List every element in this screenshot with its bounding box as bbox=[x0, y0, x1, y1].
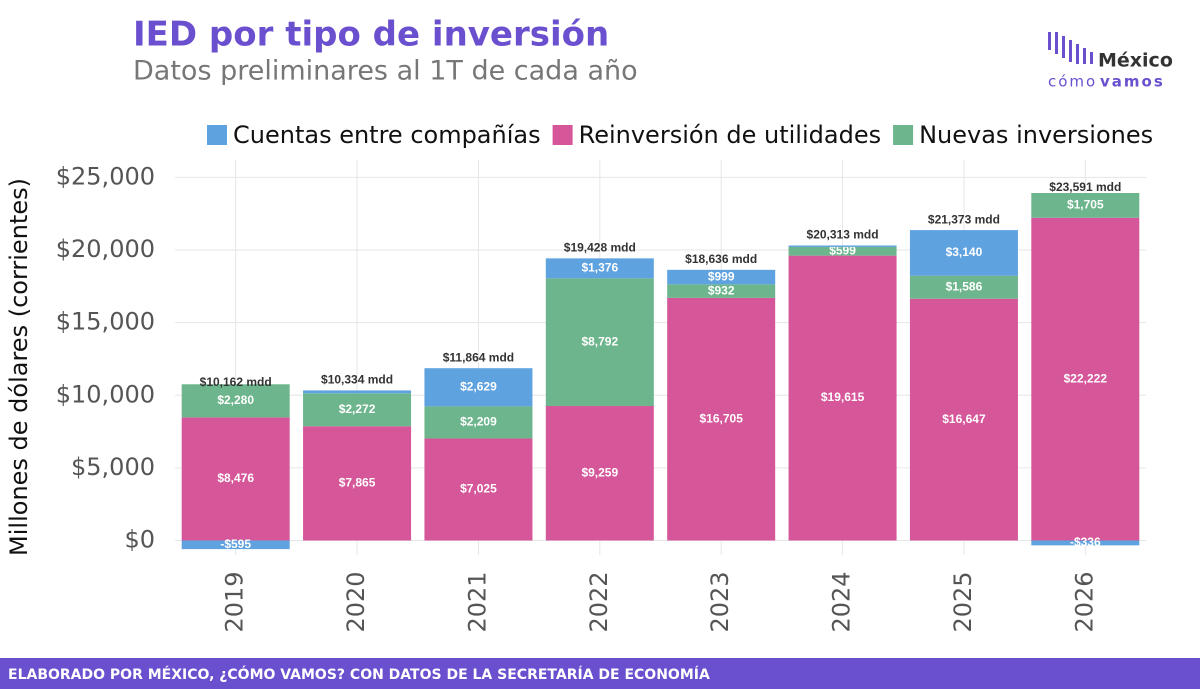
footer bbox=[0, 658, 1200, 689]
data-label: $999 bbox=[708, 269, 735, 283]
legend-label: Cuentas entre compañías bbox=[233, 121, 541, 149]
chart-subtitle: Datos preliminares al 1T de cada año bbox=[133, 56, 638, 87]
legend-swatch bbox=[893, 125, 914, 145]
data-label: $19,615 bbox=[821, 390, 865, 404]
bar-segment bbox=[788, 245, 897, 247]
bar-segment bbox=[1031, 217, 1140, 541]
x-tick-label: 2025 bbox=[949, 571, 977, 632]
data-label: $2,280 bbox=[217, 393, 254, 407]
data-label: $1,586 bbox=[946, 279, 983, 293]
data-label: $2,272 bbox=[339, 402, 376, 416]
y-tick-label: $10,000 bbox=[56, 380, 155, 408]
legend-label: Reinversión de utilidades bbox=[579, 121, 881, 149]
y-tick-label: $15,000 bbox=[56, 308, 155, 336]
logo-text: vamos bbox=[1100, 73, 1165, 91]
bar-segment bbox=[181, 417, 290, 541]
data-label: $9,259 bbox=[581, 465, 618, 479]
bar-segment bbox=[545, 406, 654, 541]
total-label: $23,591 mdd bbox=[1049, 180, 1121, 194]
legend-label: Nuevas inversiones bbox=[919, 121, 1153, 149]
x-tick-label: 2020 bbox=[342, 571, 370, 632]
x-tick-label: 2026 bbox=[1070, 571, 1098, 632]
logo-text: cómo bbox=[1048, 73, 1097, 91]
bar-segment bbox=[788, 246, 897, 256]
bar-segment bbox=[667, 297, 776, 541]
total-label: $21,373 mdd bbox=[928, 212, 1000, 226]
bar-segment bbox=[909, 298, 1018, 541]
data-label: $599 bbox=[829, 243, 856, 257]
y-tick-label: $5,000 bbox=[71, 453, 155, 481]
data-label: $2,209 bbox=[460, 415, 497, 429]
bar-segment bbox=[181, 384, 290, 418]
data-label: -$336 bbox=[1070, 535, 1101, 549]
y-tick-label: $0 bbox=[124, 525, 155, 553]
logo-text: México bbox=[1098, 50, 1173, 72]
bar-segment bbox=[303, 390, 412, 394]
total-label: $19,428 mdd bbox=[564, 241, 636, 255]
total-label: $18,636 mdd bbox=[685, 252, 757, 266]
data-label: $16,705 bbox=[699, 411, 743, 425]
bar-segment bbox=[181, 540, 290, 550]
total-label: $20,313 mdd bbox=[807, 228, 879, 242]
bar-segment bbox=[545, 258, 654, 279]
total-label: $10,334 mdd bbox=[321, 373, 393, 387]
data-label: $8,476 bbox=[217, 471, 254, 485]
bar-segment bbox=[303, 393, 412, 427]
x-tick-label: 2022 bbox=[585, 571, 613, 632]
data-label: $16,647 bbox=[942, 412, 986, 426]
data-label: $22,222 bbox=[1064, 371, 1108, 385]
x-tick-label: 2023 bbox=[706, 571, 734, 632]
bar-segment bbox=[788, 255, 897, 541]
bar-segment bbox=[909, 230, 1018, 276]
logo-bars bbox=[1048, 32, 1093, 64]
x-tick-label: 2024 bbox=[828, 571, 856, 632]
legend-swatch bbox=[207, 125, 227, 145]
bar-segment bbox=[1031, 540, 1140, 546]
data-label: $1,705 bbox=[1067, 198, 1104, 212]
data-label: $7,025 bbox=[460, 482, 497, 496]
total-label: $10,162 mdd bbox=[200, 375, 272, 389]
data-label: $3,140 bbox=[946, 245, 983, 259]
bar-segment bbox=[667, 284, 776, 298]
bar-segment bbox=[909, 275, 1018, 299]
bar-segment bbox=[424, 438, 533, 541]
x-tick-label: 2021 bbox=[463, 571, 491, 632]
bar-segment bbox=[545, 278, 654, 407]
data-label: $1,376 bbox=[581, 261, 618, 275]
data-label: $7,865 bbox=[339, 476, 376, 490]
bar-segment bbox=[424, 368, 533, 407]
source: ELABORADO POR MÉXICO, ¿CÓMO VAMOS? CON D… bbox=[8, 665, 710, 683]
y-tick-label: $20,000 bbox=[56, 235, 155, 263]
bars: $8,476 $2,280 -$595 $10,162 mdd $7,865 $2,272… bbox=[181, 180, 1140, 551]
data-label: $932 bbox=[708, 283, 735, 297]
bar-segment bbox=[1031, 193, 1140, 218]
chart-title: IED por tipo de inversión bbox=[133, 15, 609, 55]
data-label: -$595 bbox=[220, 537, 251, 551]
bar-segment bbox=[303, 426, 412, 541]
bar-segment bbox=[667, 269, 776, 285]
data-label: $2,629 bbox=[460, 379, 497, 393]
total-label: $11,864 mdd bbox=[443, 350, 514, 364]
legend-swatch bbox=[552, 125, 573, 145]
y-tick-label: $25,000 bbox=[56, 162, 155, 190]
y-axis-title: Millones de dólares (corrientes) bbox=[5, 178, 33, 556]
data-label: $8,792 bbox=[581, 334, 618, 348]
x-tick-label: 2019 bbox=[221, 571, 249, 632]
legend: Cuentas entre compañías Reinversión de ut… bbox=[207, 121, 1153, 149]
bar-segment bbox=[424, 406, 533, 439]
